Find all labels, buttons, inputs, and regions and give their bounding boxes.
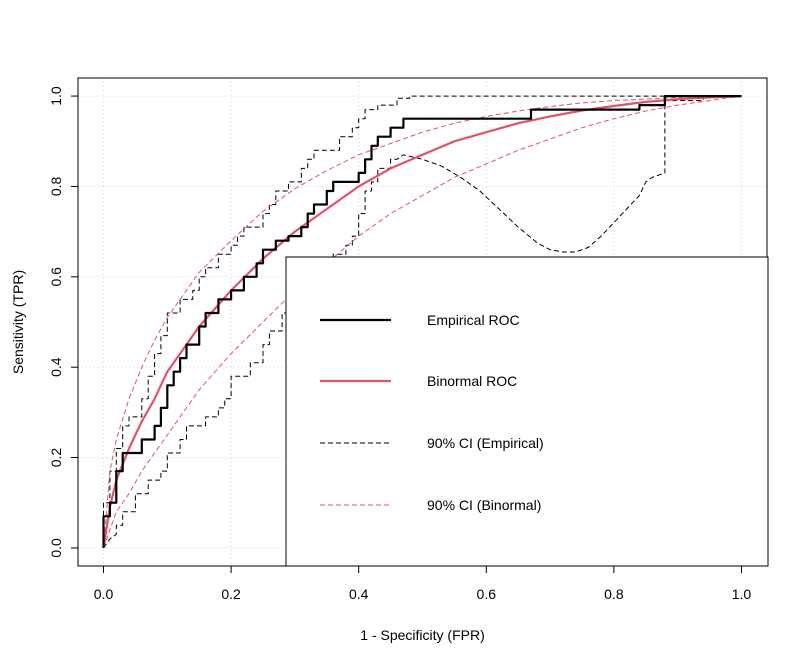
series-line-90-ci-empirical-lower: [103, 95, 742, 549]
series-line-90-ci-empirical-upper: [103, 95, 742, 548]
legend-label: Empirical ROC: [427, 312, 520, 328]
x-axis-title: 1 - Specificity (FPR): [360, 627, 484, 643]
x-tick-label: 0.2: [221, 586, 241, 602]
y-tick-label: 0.4: [48, 357, 64, 377]
x-tick-label: 0.6: [477, 586, 497, 602]
series-line-90-ci-binormal-upper: [103, 95, 742, 548]
axis-ticks: 0.0 0.2 0.4 0.6 0.8 1.0 0.0 0.2 0.4 0.6 0.8 1.0: [48, 86, 751, 602]
legend: Empirical ROC Binormal ROC 90% CI (Empiric…: [285, 256, 769, 567]
series-line-empirical-roc: [102, 94, 742, 548]
x-tick-label: 0.8: [604, 586, 624, 602]
series-layer: [102, 94, 742, 549]
legend-label: Binormal ROC: [427, 373, 517, 389]
y-axis-title: Sensitivity (TPR): [10, 270, 26, 374]
y-tick-label: 1.0: [48, 86, 64, 106]
x-tick-label: 1.0: [732, 586, 752, 602]
x-tick-label: 0.0: [94, 586, 114, 602]
y-tick-label: 0.0: [48, 538, 64, 558]
series-line-90-ci-binormal-lower: [103, 95, 742, 549]
legend-label: 90% CI (Binormal): [427, 497, 541, 513]
y-tick-label: 0.2: [48, 448, 64, 468]
legend-box: [285, 256, 769, 567]
legend-label: 90% CI (Empirical): [427, 435, 544, 451]
series-line-binormal-roc: [102, 95, 742, 549]
x-tick-label: 0.4: [349, 586, 369, 602]
y-tick-label: 0.6: [48, 267, 64, 287]
y-tick-label: 0.8: [48, 177, 64, 197]
